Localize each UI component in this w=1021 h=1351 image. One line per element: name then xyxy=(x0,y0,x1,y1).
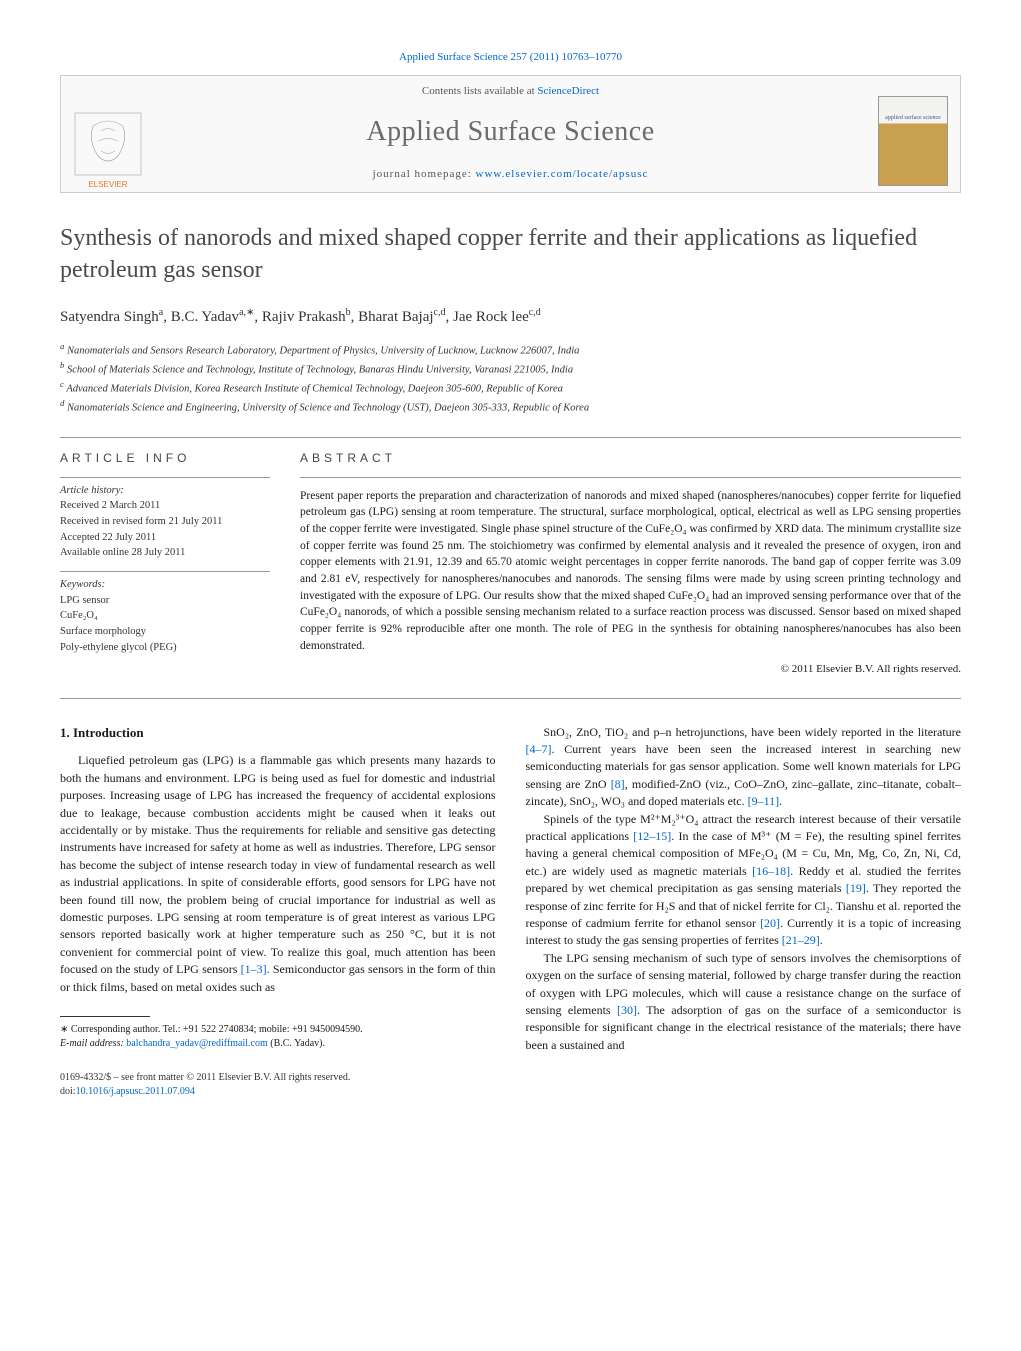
affiliation-line: a Nanomaterials and Sensors Research Lab… xyxy=(60,340,961,359)
article-title: Synthesis of nanorods and mixed shaped c… xyxy=(60,223,961,285)
history-label: Article history: xyxy=(60,484,270,499)
affiliation-line: d Nanomaterials Science and Engineering,… xyxy=(60,397,961,416)
keyword-line: Surface morphology xyxy=(60,625,270,640)
front-matter-line: 0169-4332/$ – see front matter © 2011 El… xyxy=(60,1071,496,1086)
sciencedirect-banner: ELSEVIER applied surface science Content… xyxy=(60,75,961,193)
abstract-text: Present paper reports the preparation an… xyxy=(300,488,961,655)
history-line: Available online 28 July 2011 xyxy=(60,546,270,561)
left-column: 1. Introduction Liquefied petroleum gas … xyxy=(60,724,496,1100)
abstract-heading: ABSTRACT xyxy=(300,450,961,467)
history-line: Accepted 22 July 2011 xyxy=(60,531,270,546)
article-info-sidebar: ARTICLE INFO Article history: Received 2… xyxy=(60,450,270,678)
intro-para-left: Liquefied petroleum gas (LPG) is a flamm… xyxy=(60,752,496,995)
doi-link[interactable]: 10.1016/j.apsusc.2011.07.094 xyxy=(76,1086,195,1097)
keyword-line: Poly-ethylene glycol (PEG) xyxy=(60,641,270,656)
divider xyxy=(60,437,961,438)
right-para-2: Spinels of the type M²⁺M₂³⁺O₄ attract th… xyxy=(526,811,962,950)
sciencedirect-link[interactable]: ScienceDirect xyxy=(537,85,599,97)
history-line: Received 2 March 2011 xyxy=(60,499,270,514)
history-line: Received in revised form 21 July 2011 xyxy=(60,515,270,530)
contents-line: Contents lists available at ScienceDirec… xyxy=(61,76,960,103)
email-link[interactable]: balchandra_yadav@rediffmail.com xyxy=(126,1038,267,1049)
homepage-link[interactable]: www.elsevier.com/locate/apsusc xyxy=(476,168,649,180)
footnote-separator xyxy=(60,1016,150,1017)
corresponding-author-footnote: ∗ Corresponding author. Tel.: +91 522 27… xyxy=(60,1023,496,1051)
right-column: SnO₂, ZnO, TiO₂ and p–n hetrojunctions, … xyxy=(526,724,962,1100)
affiliation-line: c Advanced Materials Division, Korea Res… xyxy=(60,378,961,397)
section-1-heading: 1. Introduction xyxy=(60,724,496,743)
citation-link[interactable]: Applied Surface Science 257 (2011) 10763… xyxy=(399,51,622,63)
corr-author-line: ∗ Corresponding author. Tel.: +91 522 27… xyxy=(60,1023,496,1037)
abstract-column: ABSTRACT Present paper reports the prepa… xyxy=(300,450,961,678)
keyword-line: LPG sensor xyxy=(60,594,270,609)
running-header: Applied Surface Science 257 (2011) 10763… xyxy=(60,50,961,65)
right-para-1: SnO₂, ZnO, TiO₂ and p–n hetrojunctions, … xyxy=(526,724,962,811)
right-para-3: The LPG sensing mechanism of such type o… xyxy=(526,950,962,1054)
email-line: E-mail address: balchandra_yadav@rediffm… xyxy=(60,1037,496,1051)
keyword-line: CuFe₂O₄ xyxy=(60,609,270,624)
svg-text:ELSEVIER: ELSEVIER xyxy=(88,180,127,189)
article-info-heading: ARTICLE INFO xyxy=(60,450,270,467)
elsevier-logo: ELSEVIER xyxy=(73,111,143,191)
affiliations-block: a Nanomaterials and Sensors Research Lab… xyxy=(60,340,961,417)
cover-text: applied surface science xyxy=(885,115,941,122)
homepage-line: journal homepage: www.elsevier.com/locat… xyxy=(61,163,960,192)
footer-meta: 0169-4332/$ – see front matter © 2011 El… xyxy=(60,1071,496,1100)
authors-line: Satyendra Singha, B.C. Yadava,∗, Rajiv P… xyxy=(60,306,961,328)
journal-name: Applied Surface Science xyxy=(366,112,654,151)
keywords-label: Keywords: xyxy=(60,578,270,593)
abstract-copyright: © 2011 Elsevier B.V. All rights reserved… xyxy=(300,662,961,677)
journal-cover-thumbnail: applied surface science xyxy=(878,96,948,186)
affiliation-line: b School of Materials Science and Techno… xyxy=(60,359,961,378)
doi-line: doi:10.1016/j.apsusc.2011.07.094 xyxy=(60,1085,496,1100)
